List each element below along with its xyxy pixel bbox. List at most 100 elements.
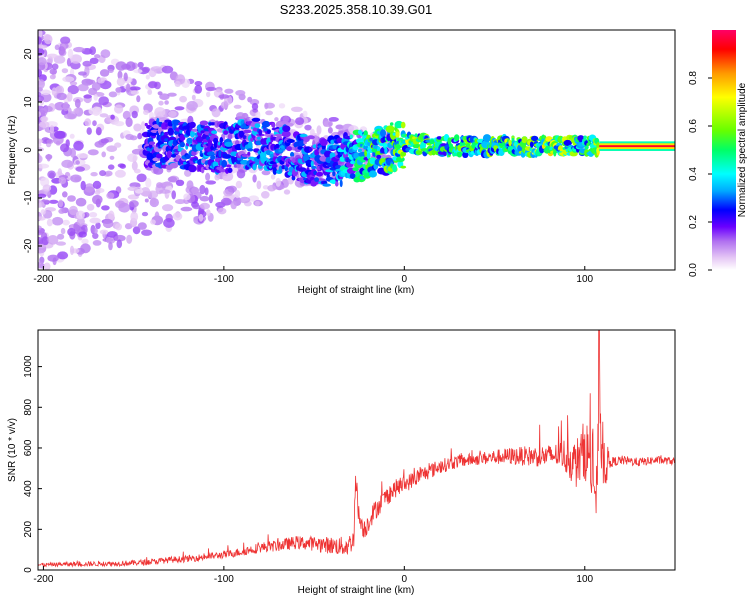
spectrogram-noise-blob bbox=[89, 212, 98, 218]
spectrogram-y-tick-label: -20 bbox=[23, 238, 34, 253]
spectrogram-noise-blob bbox=[117, 70, 123, 80]
spectrogram-noise-blob bbox=[57, 233, 65, 240]
spectrogram-noise-blob bbox=[133, 123, 142, 132]
spectrogram-noise-blob bbox=[158, 100, 164, 106]
spectrogram-noise-blob bbox=[140, 187, 151, 197]
spectrogram-ridge-blob bbox=[225, 164, 232, 168]
snr-x-tick-label: 100 bbox=[576, 574, 593, 585]
spectrogram-noise-blob bbox=[291, 106, 303, 113]
spectrogram-ridge-blob bbox=[392, 164, 397, 173]
spectrogram-noise-blob bbox=[224, 88, 234, 94]
spectrogram-noise-blob bbox=[335, 124, 344, 130]
colorbar-label: Normalized spectral amplitude bbox=[737, 82, 748, 217]
colorbar-ticks: 0.0 0.2 0.4 0.6 0.8 bbox=[688, 71, 712, 277]
spectrogram-noise-blob bbox=[159, 93, 170, 100]
spectrogram-noise-blob bbox=[143, 109, 149, 115]
spectrogram-noise-blob bbox=[129, 86, 141, 91]
snr-y-tick-label: 600 bbox=[23, 439, 34, 456]
spectrogram-noise-blob bbox=[93, 227, 98, 234]
spectrogram-ridge-blob bbox=[278, 149, 283, 153]
spectrogram-noise-blob bbox=[38, 225, 42, 231]
spectrogram-noise-blob bbox=[150, 66, 163, 72]
spectrogram-noise-blob bbox=[137, 132, 143, 140]
spectrogram-ridge-blob bbox=[349, 173, 356, 180]
spectrogram-noise-blob bbox=[82, 60, 92, 67]
spectrogram-noise-blob bbox=[99, 113, 109, 118]
spectrogram-noise-blob bbox=[328, 117, 339, 122]
spectrogram-noise-blob bbox=[92, 120, 97, 127]
spectrogram-noise-blob bbox=[47, 170, 56, 179]
spectrogram-noise-blob bbox=[171, 190, 176, 200]
spectrogram-noise-blob bbox=[67, 85, 80, 95]
spectrogram-noise-blob bbox=[94, 189, 101, 195]
spectrogram-ridge-blob bbox=[395, 131, 400, 138]
spectrogram-noise-blob bbox=[147, 81, 158, 89]
spectrogram-ridge-blob bbox=[436, 136, 443, 140]
spectrogram-noise-blob bbox=[122, 110, 131, 120]
spectrogram-noise-blob bbox=[132, 226, 141, 235]
spectrogram-ridge-blob bbox=[286, 139, 295, 143]
spectrogram-noise-blob bbox=[267, 184, 277, 192]
spectrogram-noise-blob bbox=[125, 134, 135, 140]
spectrogram-noise-blob bbox=[109, 155, 115, 160]
spectrogram-noise-blob bbox=[38, 231, 44, 236]
spectrogram-noise-blob bbox=[270, 174, 276, 180]
snr-x-tick-label: 0 bbox=[402, 574, 408, 585]
spectrogram-noise-blob bbox=[180, 206, 193, 212]
spectrogram-noise-blob bbox=[191, 94, 196, 101]
spectrogram-noise-blob bbox=[108, 91, 118, 98]
spectrogram-noise-blob bbox=[38, 163, 50, 169]
spectrogram-y-ticks: -20 -10 0 10 20 bbox=[23, 48, 42, 253]
spectrogram-noise-blob bbox=[56, 241, 66, 246]
spectrogram-noise-blob bbox=[211, 108, 221, 118]
spectrogram-ridge-blob bbox=[596, 147, 600, 154]
spectrogram-noise-blob bbox=[206, 91, 211, 98]
spectrogram-ridge-blob bbox=[286, 146, 293, 152]
spectrogram-noise-blob bbox=[40, 116, 49, 122]
spectrogram-noise-blob bbox=[106, 145, 118, 152]
spectrogram-ridge-blob bbox=[349, 134, 353, 139]
spectrogram-noise-blob bbox=[236, 169, 246, 179]
snr-y-tick-label: 1000 bbox=[23, 355, 34, 378]
spectrogram-ridge-blob bbox=[322, 183, 332, 187]
spectrogram-noise-blob bbox=[101, 205, 110, 211]
spectrogram-noise-blob bbox=[76, 217, 85, 226]
spectrogram-noise-blob bbox=[67, 195, 76, 202]
spectrogram-noise-blob bbox=[125, 61, 136, 71]
spectrogram-noise-blob bbox=[131, 148, 144, 155]
spectrogram-ridge-blob bbox=[148, 141, 156, 145]
snr-series-line bbox=[38, 330, 675, 568]
spectrogram-noise-blob bbox=[54, 101, 66, 111]
spectrogram-noise-blob bbox=[309, 128, 315, 136]
spectrogram-noise-blob bbox=[57, 168, 62, 176]
spectrogram-ridge-blob bbox=[384, 147, 388, 155]
spectrogram-noise-blob bbox=[136, 95, 141, 103]
spectrogram-noise-blob bbox=[70, 54, 82, 64]
spectrogram-noise-blob bbox=[252, 174, 257, 183]
spectrogram-ridge-blob bbox=[278, 165, 283, 173]
spectrogram-ridge-blob bbox=[224, 141, 233, 147]
spectrogram-ridge-blob bbox=[242, 129, 252, 134]
spectrogram-noise-blob bbox=[100, 138, 109, 144]
spectrogram-ridge-blob bbox=[219, 168, 227, 173]
spectrogram-ridge-blob bbox=[415, 150, 423, 155]
snr-background bbox=[38, 330, 675, 570]
spectrogram-ridge-blob bbox=[222, 154, 232, 159]
spectrogram-ridge-blob bbox=[596, 142, 600, 150]
spectrogram-noise-blob bbox=[62, 191, 68, 198]
spectrogram-noise-blob bbox=[136, 173, 147, 183]
spectrogram-noise-blob bbox=[68, 205, 78, 216]
spectrogram-noise-blob bbox=[99, 229, 109, 235]
spectrogram-noise-blob bbox=[131, 110, 138, 119]
spectrogram-noise-blob bbox=[141, 211, 149, 217]
spectrogram-ridge-blob bbox=[155, 153, 163, 159]
spectrogram-noise-blob bbox=[80, 180, 86, 191]
spectrogram-noise-blob bbox=[115, 61, 127, 71]
spectrogram-noise-blob bbox=[38, 79, 45, 89]
spectrogram-noise-blob bbox=[123, 72, 128, 82]
spectrogram-ridge-blob bbox=[339, 179, 343, 188]
spectrogram-noise-blob bbox=[129, 200, 139, 208]
spectrogram-noise-blob bbox=[218, 94, 230, 99]
spectrogram-noise-blob bbox=[150, 197, 156, 205]
spectrogram-noise-blob bbox=[234, 189, 241, 199]
